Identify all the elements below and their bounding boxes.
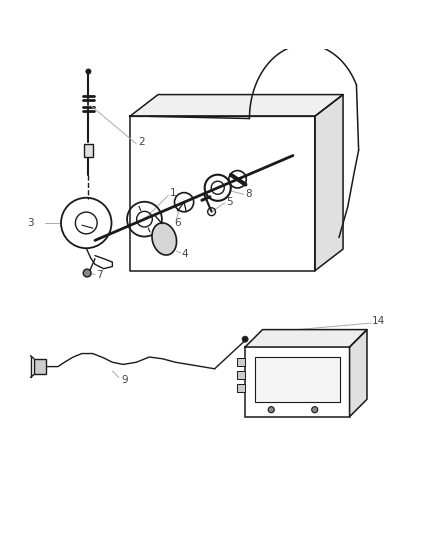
- Circle shape: [268, 407, 274, 413]
- Circle shape: [312, 407, 318, 413]
- Polygon shape: [350, 329, 367, 417]
- Text: 9: 9: [121, 375, 128, 385]
- Text: 6: 6: [174, 218, 181, 228]
- Polygon shape: [130, 116, 315, 271]
- Circle shape: [86, 69, 91, 74]
- Polygon shape: [130, 94, 343, 116]
- Text: 2: 2: [138, 138, 145, 148]
- Text: 1: 1: [170, 188, 177, 198]
- FancyBboxPatch shape: [84, 144, 93, 157]
- FancyBboxPatch shape: [237, 371, 245, 379]
- Text: 3: 3: [28, 218, 34, 228]
- Circle shape: [83, 269, 91, 277]
- Text: 4: 4: [182, 249, 188, 259]
- Ellipse shape: [152, 223, 177, 255]
- Polygon shape: [245, 329, 367, 347]
- FancyBboxPatch shape: [254, 357, 340, 402]
- FancyBboxPatch shape: [237, 384, 245, 392]
- Text: 5: 5: [226, 197, 233, 207]
- FancyBboxPatch shape: [34, 359, 46, 375]
- Text: 8: 8: [245, 189, 252, 199]
- Text: 7: 7: [96, 270, 102, 280]
- Text: 14: 14: [371, 316, 385, 326]
- Circle shape: [242, 336, 248, 342]
- Polygon shape: [315, 94, 343, 271]
- FancyBboxPatch shape: [245, 347, 350, 417]
- FancyBboxPatch shape: [237, 358, 245, 366]
